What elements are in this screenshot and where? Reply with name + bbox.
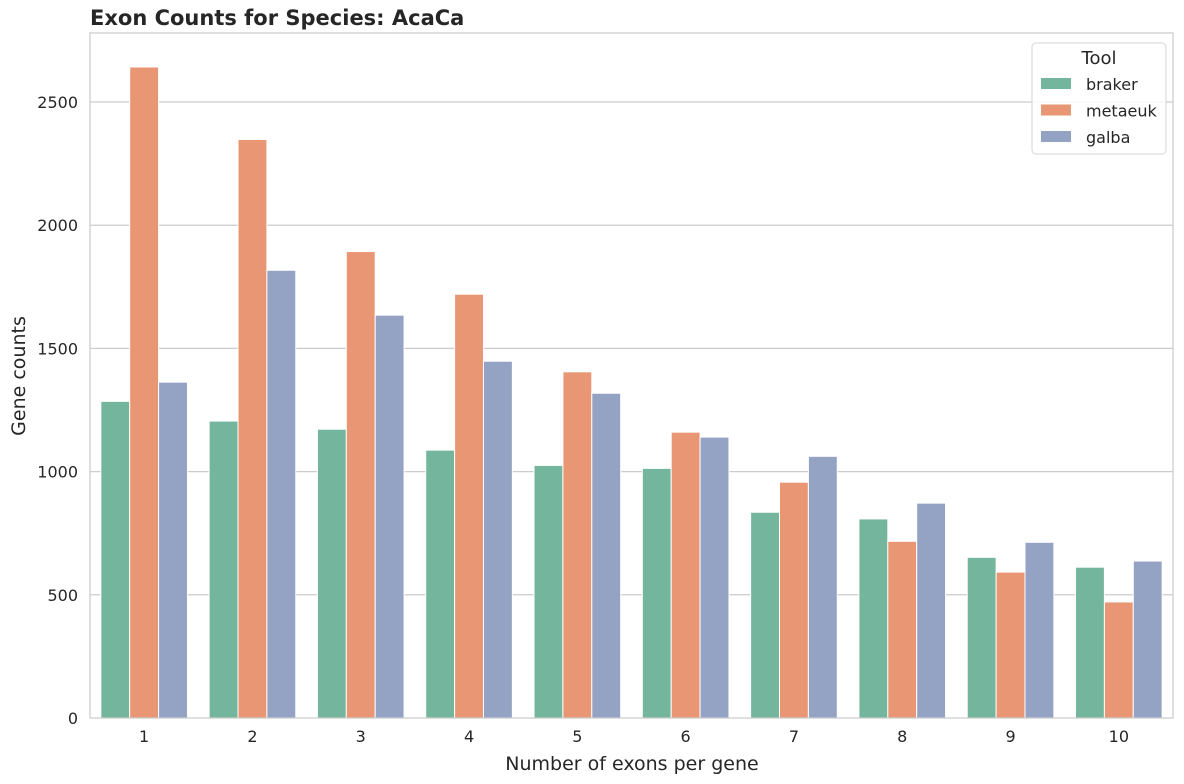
legend: Tool braker metaeuk galba: [1031, 42, 1167, 155]
bar-galba-8: [916, 502, 947, 719]
y-tick-label: 0: [68, 709, 78, 728]
x-tick-label: 3: [356, 727, 366, 746]
x-tick-label: 9: [1005, 727, 1015, 746]
bar-braker-9: [966, 556, 997, 719]
bar-metaeuk-8: [887, 540, 918, 719]
bar-braker-1: [100, 400, 131, 719]
x-tick-label: 7: [789, 727, 799, 746]
y-tick-labels: 0 500 1000 1500 2000 2500: [37, 93, 78, 728]
x-tick-label: 1: [139, 727, 149, 746]
bars: [100, 66, 1163, 719]
x-tick-label: 5: [572, 727, 582, 746]
y-tick-label: 1500: [37, 339, 78, 358]
bar-metaeuk-7: [779, 481, 809, 719]
x-tick-label: 10: [1109, 727, 1129, 746]
x-tick-label: 4: [464, 727, 474, 746]
bar-galba-10: [1132, 560, 1163, 719]
bar-braker-3: [316, 428, 347, 719]
x-tick-labels: 1 2 3 4 5 6 7 8 9 10: [139, 727, 1129, 746]
bar-galba-4: [482, 360, 513, 719]
x-tick-label: 6: [681, 727, 691, 746]
bar-metaeuk-1: [129, 66, 160, 719]
bar-metaeuk-10: [1103, 601, 1134, 719]
legend-title: Tool: [1081, 48, 1117, 69]
plot-frame: [89, 32, 1174, 719]
bar-braker-4: [425, 449, 456, 719]
legend-swatch-braker: [1041, 78, 1071, 89]
bar-galba-9: [1024, 541, 1055, 719]
x-tick-label: 2: [247, 727, 257, 746]
x-axis-label: Number of exons per gene: [505, 753, 758, 775]
bar-braker-10: [1075, 566, 1105, 719]
legend-items: braker metaeuk galba: [1041, 75, 1157, 147]
chart-title: Exon Counts for Species: AcaCa: [90, 6, 464, 30]
x-tick-label: 8: [897, 727, 907, 746]
bar-braker-2: [208, 420, 239, 719]
bar-galba-2: [266, 269, 297, 719]
legend-label-metaeuk: metaeuk: [1086, 102, 1157, 121]
bar-galba-5: [591, 392, 622, 719]
y-axis-label: Gene counts: [8, 316, 30, 436]
bar-metaeuk-5: [562, 371, 593, 719]
y-tick-label: 1000: [37, 463, 78, 482]
bar-braker-8: [858, 518, 889, 719]
bar-metaeuk-4: [454, 293, 484, 719]
bar-metaeuk-6: [670, 431, 701, 719]
y-tick-label: 2500: [37, 93, 78, 112]
bar-metaeuk-2: [237, 138, 268, 719]
y-tick-label: 500: [47, 586, 78, 605]
bar-galba-3: [374, 314, 405, 719]
legend-box: [1031, 42, 1167, 155]
bar-braker-7: [750, 511, 781, 719]
legend-label-braker: braker: [1086, 75, 1138, 94]
bar-metaeuk-3: [345, 251, 376, 719]
bar-galba-1: [158, 381, 188, 719]
legend-swatch-metaeuk: [1041, 104, 1071, 116]
bar-metaeuk-9: [995, 571, 1026, 719]
legend-label-galba: galba: [1086, 128, 1130, 147]
bar-galba-6: [699, 436, 730, 719]
bar-braker-6: [641, 467, 672, 719]
y-tick-label: 2000: [37, 216, 78, 235]
bar-braker-5: [533, 464, 564, 719]
legend-swatch-galba: [1041, 131, 1071, 142]
bar-galba-7: [807, 455, 838, 719]
